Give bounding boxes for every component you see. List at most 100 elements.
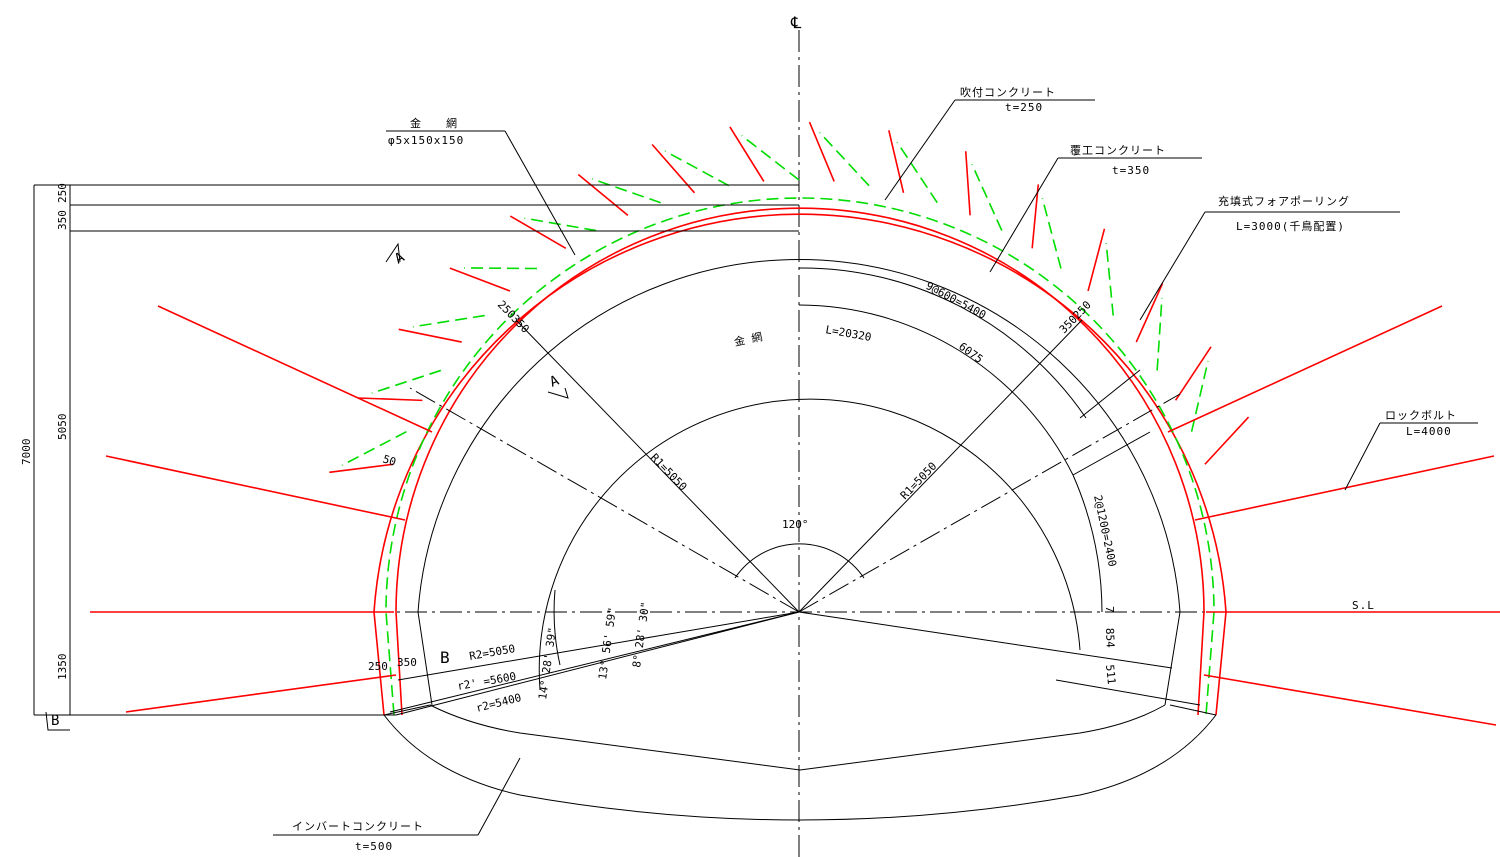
dim-854: 854 [1103, 628, 1117, 649]
forepoling-pipe [412, 314, 485, 328]
section-mark-a-mid: A [548, 373, 569, 399]
forepoling-group [341, 131, 1209, 467]
dim-1350: 1350 [56, 654, 69, 681]
radial-red-lines-group [329, 121, 1250, 474]
arc-9at600-label: 9@600=5400 [924, 279, 989, 322]
r1-right-line [798, 319, 1083, 613]
invert-top-right [1169, 704, 1217, 716]
forepoling-pipe [524, 217, 597, 232]
arc-angles [553, 589, 561, 666]
section-mark-b-left: B [45, 711, 70, 731]
invert-label: インバートコンクリート [292, 820, 424, 833]
red-radial-line [1087, 228, 1106, 292]
lining-outer-line [395, 207, 1205, 716]
red-radial-line [651, 143, 696, 194]
wire-mesh-label: 金 網 [410, 116, 458, 130]
forepoling-pipe [741, 134, 800, 181]
lining-spec: t=350 [1112, 164, 1150, 177]
arc-2at1200 [1072, 474, 1103, 613]
forepoling-pipe [818, 131, 870, 187]
bottom-350: 350 [397, 656, 417, 669]
rockbolts-group [90, 305, 1500, 726]
angle-3: 8° 28' 30" [630, 601, 652, 668]
dim-7000: 7000 [20, 439, 33, 466]
arc-9at600 [798, 267, 1087, 419]
bottom-250: 250 [368, 660, 388, 673]
leader-invert-arrow [477, 757, 521, 836]
leader-forepoling-arrow [1139, 211, 1206, 321]
red-radial-line [358, 397, 423, 402]
forepoling-pipe [896, 141, 938, 204]
forepoling-spec: L=3000(千鳥配置) [1236, 219, 1345, 233]
r2-right-line [798, 611, 1173, 669]
forepoling-pipe [464, 267, 538, 270]
section-b-label-2: B [440, 648, 450, 667]
dim-250: 250 [56, 183, 69, 203]
leader-rockbolt-arrow [1344, 422, 1381, 491]
dim-350: 350 [56, 210, 69, 230]
rockbolt [1167, 305, 1443, 433]
leader-lining-arrow [989, 157, 1059, 273]
forepoling-pipe [664, 150, 730, 187]
leader-wire-mesh-arrow [504, 130, 576, 256]
forepoling-label: 充填式フォアポーリング [1218, 194, 1350, 208]
shotcrete-spec: t=250 [1005, 101, 1043, 114]
angle-120: 120° [782, 518, 809, 531]
invert-spec: t=500 [355, 840, 393, 853]
thickness-left: 250350 [495, 298, 532, 336]
radial-120-right [798, 393, 1181, 613]
rockbolt-label: ロックボルト [1385, 409, 1457, 422]
red-radial-line [1174, 346, 1212, 401]
dim-line-right-3 [1055, 679, 1201, 706]
section-a-label-2: A [548, 373, 562, 391]
shotcrete-label: 吹付コンクリート [960, 86, 1056, 99]
wire-mesh-line [385, 197, 1215, 716]
forepoling-pipe [1190, 360, 1209, 432]
leader-shotcrete-arrow [884, 99, 956, 201]
r2-left-upper [397, 611, 800, 681]
rockbolt [1203, 674, 1497, 726]
forepoling-pipe [1156, 297, 1163, 371]
mesh-length: L=20320 [824, 323, 872, 344]
section-mark-b-mid: B [440, 648, 450, 667]
forepoling-pipe [1105, 243, 1115, 316]
r2-line [395, 611, 800, 716]
spring-line-label: S.L [1352, 599, 1375, 612]
dim-line-right-1 [1079, 369, 1141, 419]
invert-bottom [383, 714, 1217, 821]
rockbolt-spec: L=4000 [1406, 425, 1452, 438]
dim-7: 7 [1103, 606, 1116, 613]
lining-inner-line [417, 259, 1181, 706]
arc-120 [734, 543, 865, 579]
rockbolt [125, 674, 397, 713]
r1-right-label: R1=5050 [898, 460, 940, 502]
dim-511: 511 [1103, 664, 1118, 685]
invert-top [429, 704, 1166, 771]
dim-line-right-2 [1072, 431, 1151, 476]
rockbolt [1194, 455, 1495, 521]
centerline-mark: ℄ [790, 13, 802, 32]
radial-120-left [409, 387, 800, 613]
section-b-label: B [51, 713, 59, 729]
wire-mesh-spec: φ5x150x150 [388, 134, 464, 147]
forepoling-pipe [971, 163, 1003, 231]
forepoling-pipe [591, 178, 661, 204]
red-radial-line [1135, 283, 1164, 343]
red-radial-line [964, 151, 971, 216]
mesh-length-arc [538, 398, 1081, 691]
rockbolt [105, 455, 406, 521]
red-radial-line [729, 126, 765, 182]
red-radial-line [509, 215, 567, 250]
red-radial-line [1204, 416, 1250, 465]
red-radial-line [577, 173, 629, 216]
shotcrete-outer-line [373, 213, 1227, 716]
r1-left-label: R1=5050 [648, 451, 690, 493]
forepoling-pipe [341, 431, 407, 467]
lining-label: 覆工コンクリート [1070, 144, 1166, 157]
rockbolt [157, 305, 433, 433]
arc-6075 [798, 304, 1074, 476]
forepoling-pipe [371, 369, 442, 394]
red-radial-line [329, 463, 394, 474]
red-radial-line [449, 267, 511, 292]
